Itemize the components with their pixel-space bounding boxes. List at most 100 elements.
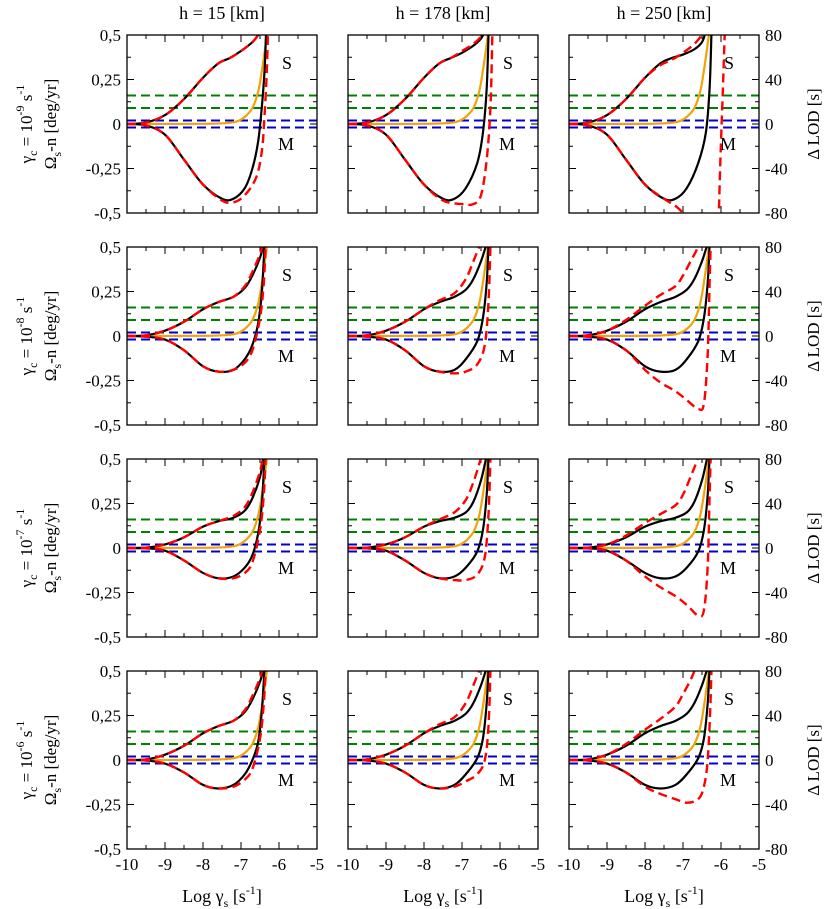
marker-m: M	[720, 770, 736, 790]
marker-s: S	[282, 477, 292, 497]
black-curve-lower	[569, 459, 711, 580]
y2-tick-label: 40	[765, 283, 782, 302]
gamma-symbol: γ	[17, 367, 36, 376]
y-tick-label: -0,5	[94, 840, 121, 859]
omega-subscript: s	[50, 576, 64, 581]
x-tick-label: -8	[196, 855, 210, 874]
x-title-unit-exp: -1	[688, 883, 698, 897]
panel: SM	[347, 458, 539, 638]
panel-plot-area	[569, 247, 759, 412]
y-tick-label: 0,25	[91, 283, 121, 302]
left-axis-label: Ωs-n [deg/yr]	[41, 79, 64, 169]
y2-tick-label: 40	[765, 71, 782, 90]
panel-plot-area	[348, 459, 538, 582]
row-labels: γc = 10-9 s-1Ωs-n [deg/yr]γc = 10-8 s-1Ω…	[13, 79, 64, 805]
red-dashed-curve-lower	[348, 671, 492, 790]
panel: S M -0,5 -0,25 0 0,25 0,5 -10 -9 -8 -7 -6 -5 Log γs […	[86, 662, 325, 909]
x-tick-label: -7	[234, 855, 249, 874]
row-gamma-label: γc = 10-8 s-1	[13, 297, 40, 377]
x-title-unit: [s	[670, 886, 688, 906]
y2-tick-label: -40	[765, 372, 788, 391]
orange-curve	[569, 247, 710, 338]
x-title-unit-exp: -1	[246, 883, 256, 897]
y2-tick-label: -80	[765, 840, 788, 859]
y2-tick-label: -80	[765, 204, 788, 223]
y2-tick-label: 0	[765, 327, 774, 346]
red-dashed-curve-upper	[569, 247, 699, 338]
x-tick-label: -6	[714, 855, 728, 874]
gamma-unit-exponent: -1	[13, 509, 27, 519]
marker-m: M	[499, 346, 515, 366]
y-tick-label: -0,25	[86, 372, 121, 391]
gamma-unit: s	[17, 519, 36, 530]
row-gamma-label: γc = 10-7 s-1	[13, 509, 40, 589]
marker-m: M	[278, 558, 294, 578]
row-gamma-label: γc = 10-6 s-1	[13, 721, 40, 801]
y-tick-label: -0,25	[86, 160, 121, 179]
x-tick-label: -9	[158, 855, 172, 874]
left-axis-label: Ωs-n [deg/yr]	[41, 291, 64, 381]
column-titles: h = 15 [km] h = 178 [km] h = 250 [km]	[179, 3, 711, 23]
gamma-equals: = 10	[17, 539, 36, 574]
y2-tick-label: 80	[765, 450, 782, 469]
orange-curve	[348, 459, 489, 550]
orange-curve	[569, 671, 710, 762]
x-axis-title: Log γs [s-1]	[624, 883, 704, 909]
red-dashed-curve-upper	[127, 35, 260, 126]
red-dashed-curve-upper	[127, 671, 264, 762]
row-gamma-text: γc = 10-7 s-1	[13, 509, 40, 589]
y-tick-label: -0,25	[86, 796, 121, 815]
orange-curve	[348, 35, 489, 126]
gamma-subscript: c	[26, 787, 40, 792]
panel-ticks	[126, 458, 318, 638]
y2-tick-label: 0	[765, 751, 774, 770]
y2-tick-label: 40	[765, 707, 782, 726]
right-axis-label: Δ LOD [s]	[804, 724, 823, 795]
y2-tick-label: 80	[765, 238, 782, 257]
gamma-equals: = 10	[17, 327, 36, 362]
red-dashed-curve-right	[717, 35, 726, 213]
marker-m: M	[278, 134, 294, 154]
marker-m: M	[278, 346, 294, 366]
marker-s: S	[503, 265, 513, 285]
right-axis-label: Δ LOD [s]	[804, 88, 823, 159]
marker-m: M	[720, 134, 736, 154]
black-curve-upper	[569, 459, 709, 550]
orange-curve	[127, 459, 268, 550]
panel: S M -0,5 -0,25 0 0,25 0,5	[86, 238, 318, 435]
gamma-subscript: c	[26, 151, 40, 156]
red-dashed-curve-lower	[127, 459, 267, 581]
x-tick-label: -7	[455, 855, 470, 874]
column-title: h = 250 [km]	[617, 3, 712, 23]
x-tick-label: -9	[600, 855, 614, 874]
panel-frame	[347, 670, 539, 850]
gamma-subscript: c	[26, 575, 40, 580]
red-dashed-curve-upper	[569, 459, 699, 550]
panel: S M -80 -40 0 40 80 Δ LOD [s]	[568, 26, 823, 223]
panel: SM	[347, 246, 539, 426]
y-tick-label: -0,5	[94, 416, 121, 435]
omega-rest: -n [deg/yr]	[41, 715, 60, 788]
column-title: h = 15 [km]	[179, 3, 265, 23]
y-tick-label: -0,25	[86, 584, 121, 603]
x-title-close: ]	[698, 886, 704, 906]
panel: SM	[347, 34, 539, 214]
red-dashed-curve-lower	[569, 459, 712, 618]
marker-s: S	[503, 689, 513, 709]
red-dashed-curve-lower	[348, 35, 494, 207]
x-title-unit-exp: -1	[467, 883, 477, 897]
x-title-main: Log γ	[403, 886, 444, 906]
black-curve-lower	[127, 671, 266, 790]
red-dashed-curve-upper	[127, 247, 264, 338]
y2-tick-label: -80	[765, 628, 788, 647]
x-title-unit: [s	[228, 886, 246, 906]
black-curve-upper	[348, 247, 487, 338]
x-tick-label: -10	[116, 855, 139, 874]
y-tick-label: -0,5	[94, 204, 121, 223]
right-axis-label: Δ LOD [s]	[804, 512, 823, 583]
omega-label-text: Ωs-n [deg/yr]	[41, 503, 64, 593]
x-tick-label: -6	[493, 855, 507, 874]
x-tick-label: -9	[379, 855, 393, 874]
gamma-unit: s	[17, 731, 36, 742]
